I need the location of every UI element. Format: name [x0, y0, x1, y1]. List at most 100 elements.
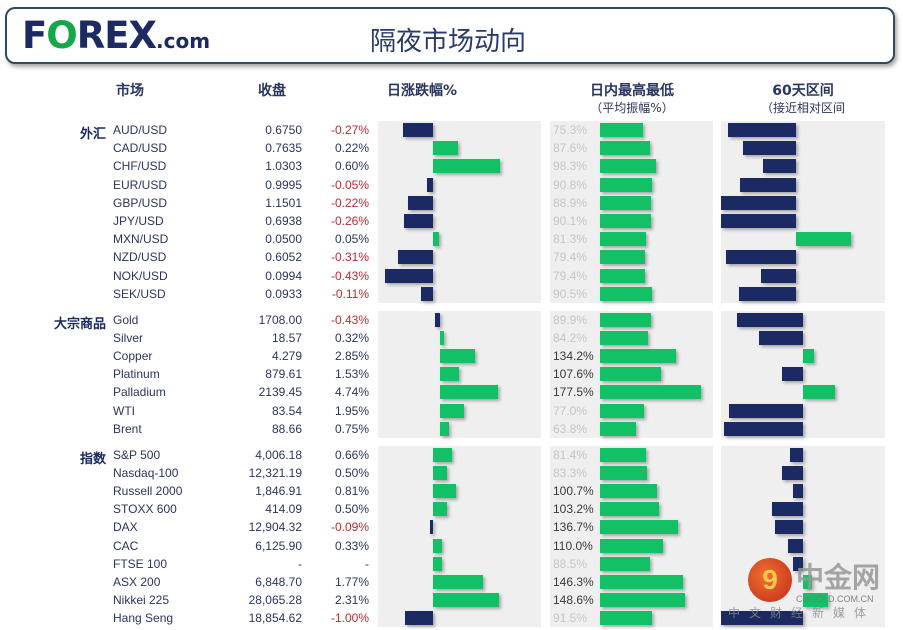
close-value: 0.7635 — [265, 141, 302, 156]
market-name[interactable]: CHF/USD — [113, 159, 167, 174]
change-percent: 0.05% — [334, 232, 369, 247]
market-name[interactable]: FTSE 100 — [113, 556, 168, 571]
col-header-intraday: 日内最高最低 — [590, 83, 674, 99]
change-percent: 1.77% — [334, 574, 369, 589]
intraday-label: 90.1% — [553, 214, 588, 228]
market-name[interactable]: CAD/USD — [113, 141, 168, 156]
intraday-bar — [600, 195, 651, 210]
daily-change-bar — [440, 421, 450, 436]
change-percent: -0.43% — [330, 268, 369, 283]
market-name[interactable]: JPY/USD — [113, 214, 164, 228]
change-percent: -0.31% — [330, 250, 369, 265]
range60-panel — [721, 311, 885, 438]
market-name[interactable]: S&P 500 — [113, 448, 161, 462]
intraday-label: 110.0% — [553, 538, 593, 553]
market-name[interactable]: EUR/USD — [113, 177, 168, 192]
market-name[interactable]: Nasdaq-100 — [113, 466, 179, 481]
change-percent: -0.22% — [330, 195, 369, 210]
intraday-label: 81.4% — [553, 448, 588, 462]
intraday-label: 79.4% — [553, 268, 588, 283]
market-name[interactable]: WTI — [113, 403, 135, 418]
range60-bar — [790, 448, 803, 462]
market-name[interactable]: DAX — [113, 520, 138, 535]
daily-change-bar — [404, 610, 433, 625]
market-name[interactable]: Hang Seng — [113, 610, 174, 625]
daily-change-bar — [384, 268, 433, 283]
intraday-bar — [600, 538, 663, 553]
market-name[interactable]: Silver — [113, 331, 144, 346]
intraday-bar — [600, 141, 650, 156]
change-percent: -0.43% — [330, 313, 369, 327]
range60-bar — [788, 538, 803, 553]
change-percent: - — [365, 556, 369, 571]
close-value: 0.6750 — [265, 123, 302, 137]
range60-bar — [721, 214, 796, 228]
market-name[interactable]: AUD/USD — [113, 123, 168, 137]
daily-change-bar — [433, 484, 457, 499]
change-percent: -0.05% — [330, 177, 369, 192]
intraday-label: 88.5% — [553, 556, 588, 571]
market-name[interactable]: Brent — [113, 421, 142, 436]
range60-bar — [775, 520, 803, 535]
daily-change-bar — [433, 556, 443, 571]
intraday-label: 63.8% — [553, 421, 588, 436]
col-subheader-intraday: （平均振幅%） — [590, 101, 674, 115]
daily-change-bar — [434, 313, 440, 327]
daily-change-bar — [440, 367, 459, 382]
range60-bar — [726, 250, 796, 265]
page-title: 隔夜市场动向 — [370, 27, 527, 57]
range60-bar — [728, 123, 796, 137]
range60-bar — [739, 286, 796, 301]
intraday-label: 146.3% — [553, 574, 594, 589]
market-name[interactable]: Copper — [113, 349, 153, 364]
range60-bar — [782, 367, 803, 382]
intraday-label: 100.7% — [553, 484, 594, 499]
market-name[interactable]: SEK/USD — [113, 286, 166, 301]
close-value: 1708.00 — [258, 313, 302, 327]
change-percent: -1.00% — [330, 610, 369, 625]
close-value: 1.0303 — [265, 159, 302, 174]
market-name[interactable]: CAC — [113, 538, 139, 553]
header-banner — [5, 7, 895, 64]
intraday-label: 98.3% — [553, 159, 588, 174]
market-name[interactable]: Palladium — [113, 385, 166, 400]
market-name[interactable]: ASX 200 — [113, 574, 161, 589]
market-name[interactable]: NOK/USD — [113, 268, 168, 283]
close-value: 83.54 — [271, 403, 302, 418]
change-percent: 0.33% — [334, 538, 369, 553]
change-percent: 0.81% — [334, 484, 369, 499]
market-name[interactable]: Gold — [113, 313, 139, 327]
market-name[interactable]: Nikkei 225 — [113, 592, 170, 607]
intraday-label: 91.5% — [553, 610, 588, 625]
market-name[interactable]: MXN/USD — [113, 232, 169, 247]
intraday-bar — [600, 250, 646, 265]
intraday-bar — [600, 421, 637, 436]
section-label: 外汇 — [79, 127, 106, 142]
intraday-bar — [600, 159, 657, 174]
intraday-label: 103.2% — [553, 502, 594, 517]
market-name[interactable]: GBP/USD — [113, 195, 168, 210]
change-percent: 0.60% — [334, 159, 369, 174]
market-name[interactable]: NZD/USD — [113, 250, 167, 265]
intraday-bar — [600, 286, 652, 301]
intraday-label: 88.9% — [553, 195, 588, 210]
market-name[interactable]: STOXX 600 — [113, 502, 177, 517]
range60-bar — [782, 466, 803, 481]
daily-change-bar — [408, 195, 433, 210]
intraday-label: 84.2% — [553, 331, 588, 346]
daily-change-bar — [433, 538, 443, 553]
market-name[interactable]: Russell 2000 — [113, 484, 183, 499]
change-percent: 4.74% — [334, 385, 369, 400]
daily-change-panel — [378, 311, 541, 438]
section-label: 指数 — [79, 452, 106, 467]
close-value: 88.66 — [271, 421, 302, 436]
close-value: 12,321.19 — [248, 466, 302, 481]
close-value: 6,125.90 — [255, 538, 302, 553]
intraday-bar — [600, 403, 644, 418]
daily-change-bar — [440, 349, 475, 364]
daily-change-bar — [427, 177, 433, 192]
daily-change-bar — [433, 448, 452, 462]
change-percent: 0.66% — [334, 448, 369, 462]
market-name[interactable]: Platinum — [113, 367, 160, 382]
intraday-label: 79.4% — [553, 250, 588, 265]
